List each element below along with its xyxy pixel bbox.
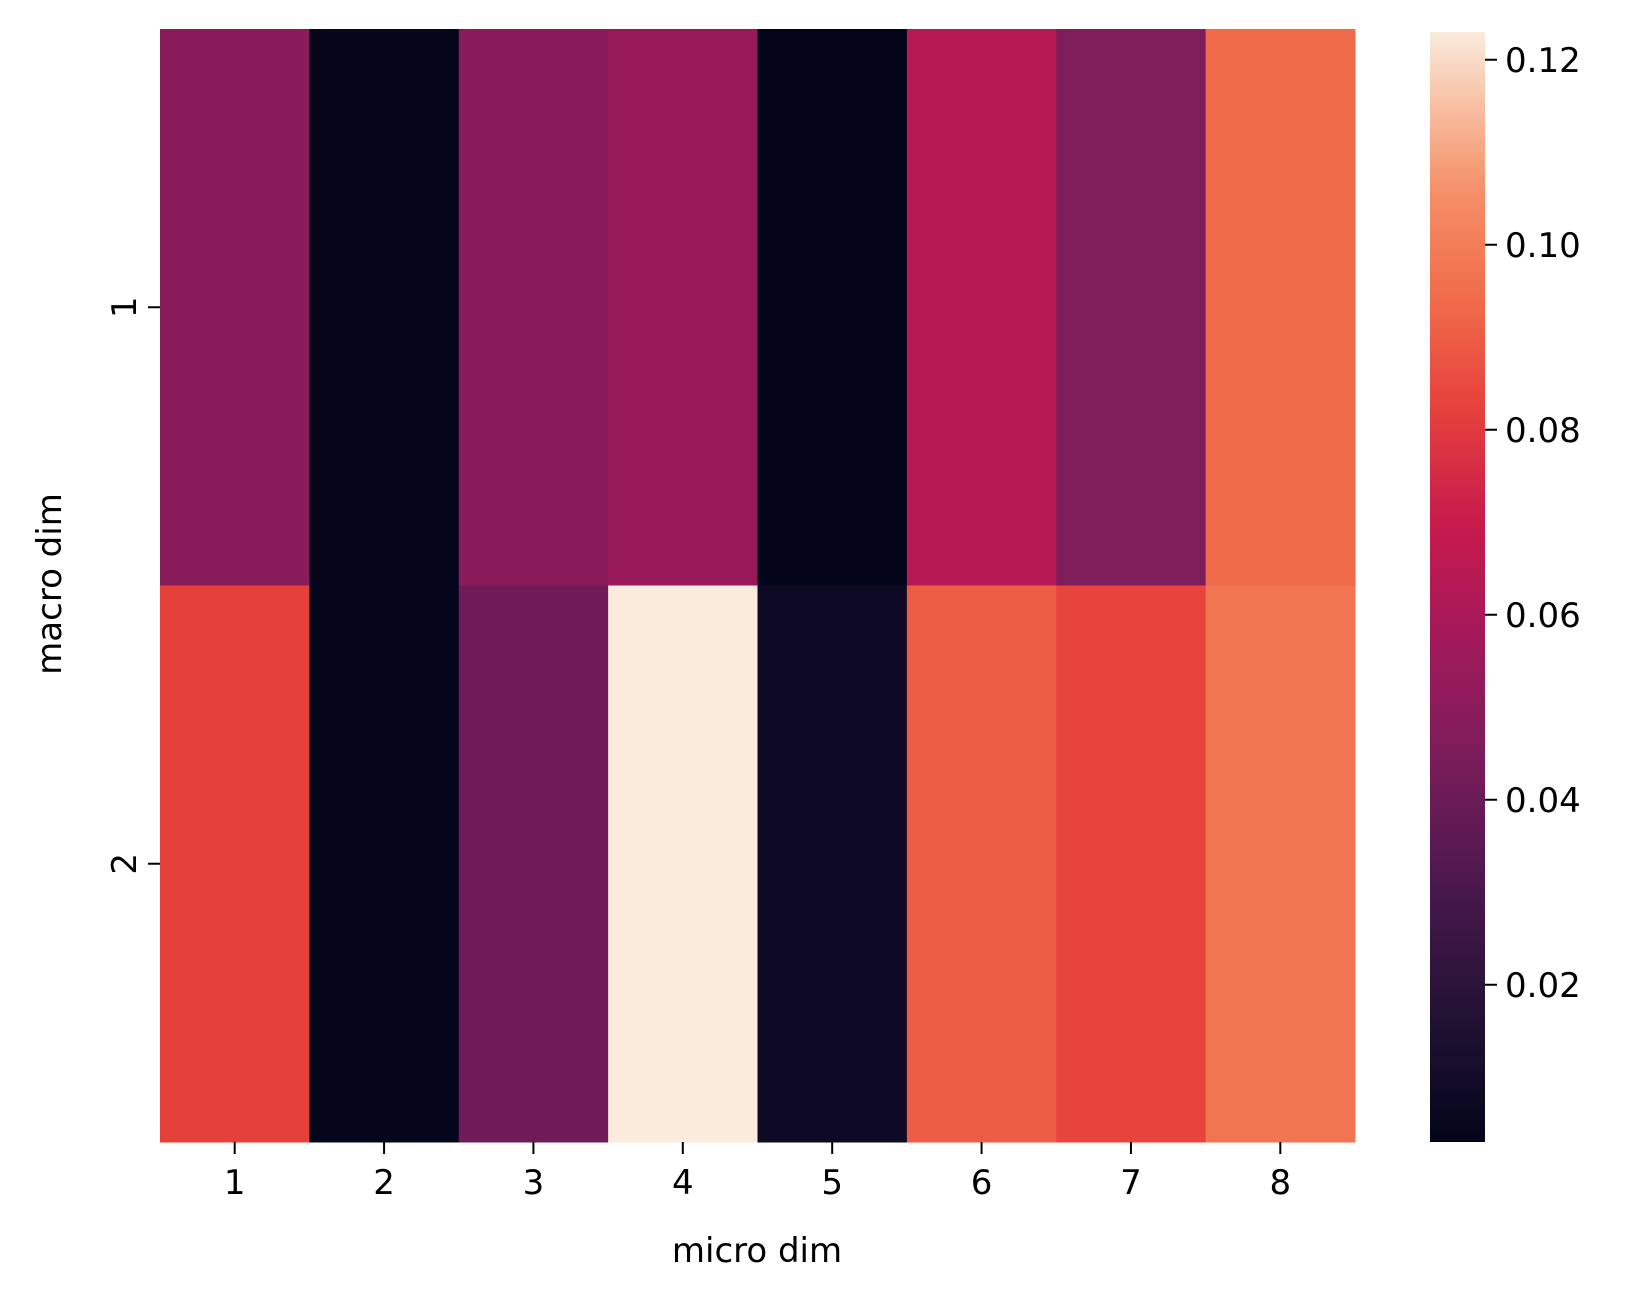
y-tick-label: 2 bbox=[105, 853, 145, 875]
x-tick-label: 8 bbox=[1269, 1163, 1291, 1203]
heatmap-cell bbox=[458, 585, 609, 1143]
heatmap-cell bbox=[906, 29, 1057, 586]
colorbar-tick-label: 0.06 bbox=[1505, 596, 1581, 636]
colorbar bbox=[1430, 32, 1485, 1142]
heatmap-cell bbox=[757, 585, 908, 1143]
heatmap-cell bbox=[1056, 29, 1207, 586]
heatmap-cell bbox=[608, 585, 758, 1143]
heatmap-cell bbox=[309, 29, 460, 586]
y-tick-label: 1 bbox=[105, 296, 145, 318]
heatmap-cell bbox=[757, 29, 908, 586]
heatmap-cell bbox=[1205, 29, 1356, 586]
colorbar-tick-label: 0.08 bbox=[1505, 411, 1581, 451]
x-axis-label: micro dim bbox=[672, 1231, 842, 1271]
x-tick-label: 2 bbox=[373, 1163, 395, 1203]
colorbar-tick-label: 0.02 bbox=[1505, 966, 1581, 1006]
x-tick-label: 5 bbox=[821, 1163, 843, 1203]
colorbar-tick-label: 0.12 bbox=[1505, 41, 1581, 81]
heatmap-cell bbox=[309, 585, 460, 1143]
heatmap-cell bbox=[458, 29, 609, 586]
x-tick-label: 7 bbox=[1120, 1163, 1142, 1203]
heatmap-cell bbox=[906, 585, 1057, 1143]
y-axis-label: macro dim bbox=[30, 493, 70, 675]
heatmap-cell bbox=[160, 585, 310, 1143]
heatmap-cell bbox=[1205, 585, 1356, 1143]
heatmap-cell bbox=[1056, 585, 1207, 1143]
x-axis-ticks: 1 2 3 4 5 6 7 8 bbox=[224, 1142, 1291, 1203]
colorbar-tick-label: 0.10 bbox=[1505, 226, 1581, 266]
x-tick-label: 6 bbox=[971, 1163, 993, 1203]
heatmap-cells bbox=[160, 29, 1356, 1143]
x-tick-label: 3 bbox=[523, 1163, 545, 1203]
colorbar-tick-label: 0.04 bbox=[1505, 781, 1581, 821]
colorbar-ticks: 0.02 0.04 0.06 0.08 0.10 0.12 bbox=[1485, 41, 1581, 1006]
heatmap-cell bbox=[608, 29, 758, 586]
y-axis-ticks: 12 bbox=[105, 296, 160, 875]
x-tick-label: 1 bbox=[224, 1163, 246, 1203]
x-tick-label: 4 bbox=[672, 1163, 694, 1203]
heatmap-cell bbox=[160, 29, 310, 586]
